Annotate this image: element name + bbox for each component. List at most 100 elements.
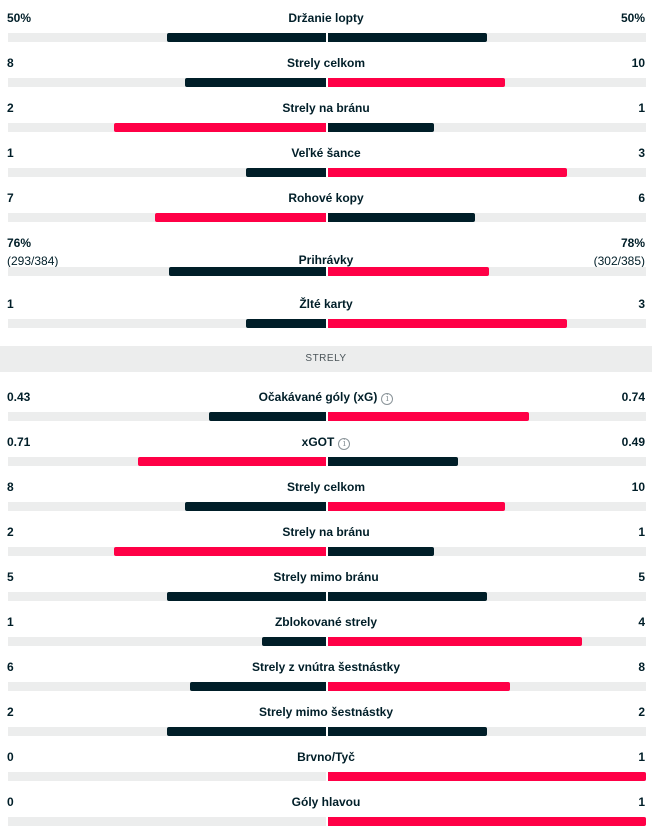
stat-row: 1 Zblokované strely 4 [0,609,652,647]
stat-label-text: Držanie lopty [288,11,364,25]
info-icon[interactable]: i [381,393,394,405]
away-bar [328,412,529,421]
stat-label: Strely mimo šestnástky [0,705,652,719]
away-bar [328,772,646,781]
home-bar [190,682,326,691]
home-value: 50% [7,11,32,25]
away-bar-track [328,319,646,328]
home-bar-track [8,772,326,781]
stat-label-text: Brvno/Tyč [297,750,355,764]
away-value: 10 [631,480,645,494]
home-bar-track [8,637,326,646]
home-bar [114,123,326,132]
stat-label: Strely z vnútra šestnástky [0,660,652,674]
home-value: 1 [7,615,14,629]
stat-label-text: Strely z vnútra šestnástky [251,660,401,674]
stat-label-text: Strely na bránu [282,525,370,539]
away-bar [328,213,475,222]
home-value: 1 [7,146,14,160]
home-bar [246,168,326,177]
stat-row: 2 Strely mimo šestnástky 2 [0,699,652,737]
away-bar-track [328,168,646,177]
stat-label-text: Rohové kopy [288,191,364,205]
stat-row: 2 Strely na bránu 1 [0,519,652,557]
home-value: 1 [7,297,14,311]
stat-label: Strely mimo bránu [0,570,652,584]
home-value: 0.71 [7,435,31,449]
home-bar-track [8,267,326,276]
away-bar-track [328,637,646,646]
away-bar-track [328,727,646,736]
away-bar [328,123,434,132]
stat-label-text: Žlté karty [299,297,353,311]
away-detail: (302/385) [593,254,645,268]
away-bar [328,168,567,177]
home-bar-track [8,123,326,132]
stat-label-text: Veľké šance [291,146,361,160]
home-bar-track [8,78,326,87]
away-value: 1 [638,750,645,764]
home-value: 2 [7,101,14,115]
away-value: 1 [638,795,645,809]
stat-row: 50% Držanie lopty 50% [0,5,652,43]
away-value: 4 [638,615,645,629]
away-bar [328,33,487,42]
away-value: 6 [638,191,645,205]
stat-row: 0.71 xGOT i 0.49 [0,429,652,467]
away-bar-track [328,592,646,601]
info-icon[interactable]: i [338,438,351,450]
away-value: 3 [638,146,645,160]
away-value: 10 [631,56,645,70]
away-bar [328,319,567,328]
stat-label: Góly hlavou [0,795,652,809]
home-percent: 76% [7,236,32,250]
stat-label: Strely na bránu [0,525,652,539]
away-value: 78% (302/385) [594,236,645,268]
away-value: 3 [638,297,645,311]
home-bar [167,727,326,736]
home-bar [114,547,326,556]
stat-row: 1 Žlté karty 3 [0,291,652,329]
away-bar [328,457,458,466]
stat-label: Veľké šance [0,146,652,160]
away-bar [328,637,582,646]
stat-label-text: Strely celkom [286,56,366,70]
home-bar-track [8,727,326,736]
home-bar [155,213,326,222]
stat-row: 7 Rohové kopy 6 [0,185,652,223]
home-bar-track [8,817,326,826]
away-bar-track [328,682,646,691]
stat-label-text: Strely mimo šestnástky [258,705,394,719]
away-bar-track [328,267,646,276]
stat-label-text: xGOT [301,435,335,449]
away-value: 0.49 [621,435,645,449]
home-bar [262,637,326,646]
home-bar-track [8,682,326,691]
home-value: 8 [7,56,14,70]
away-bar-track [328,502,646,511]
stat-label-text: Strely mimo bránu [273,570,379,584]
away-bar-track [328,123,646,132]
away-bar-track [328,213,646,222]
home-bar-track [8,168,326,177]
home-value: 2 [7,705,14,719]
home-bar [167,592,326,601]
home-value: 0 [7,795,14,809]
stat-label: Strely na bránu [0,101,652,115]
stat-label: Zblokované strely [0,615,652,629]
away-bar-track [328,817,646,826]
away-value: 5 [638,570,645,584]
home-bar-track [8,213,326,222]
stat-row: 76% (293/384) Prihrávky 78% (302/385) [0,230,652,278]
home-value: 76% (293/384) [7,236,58,268]
away-percent: 78% [620,236,645,250]
stat-label: Očakávané góly (xG) i [0,390,652,405]
away-bar [328,547,434,556]
home-detail: (293/384) [7,254,59,268]
away-bar [328,267,489,276]
away-value: 50% [620,11,645,25]
away-bar-track [328,772,646,781]
stat-label-text: Očakávané góly (xG) [258,390,378,404]
home-bar-track [8,457,326,466]
